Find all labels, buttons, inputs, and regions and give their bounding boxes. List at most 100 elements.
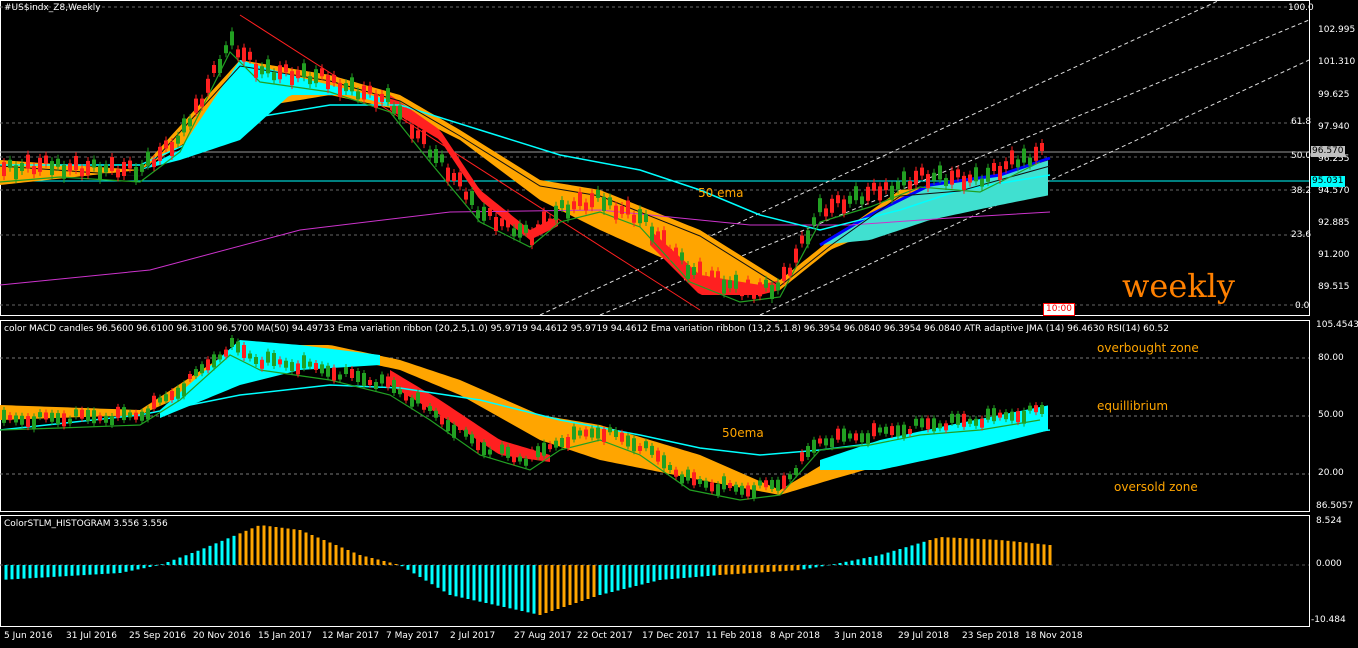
histogram-bar xyxy=(1048,545,1052,565)
rsi-candle xyxy=(1004,412,1008,420)
candle xyxy=(806,230,810,245)
rsi-candle xyxy=(374,382,378,389)
histogram-bar xyxy=(400,565,404,567)
rsi-candle xyxy=(740,485,744,495)
candle xyxy=(716,271,720,280)
oversold-zone-label: oversold zone xyxy=(1114,480,1198,494)
histogram-bar xyxy=(1006,540,1010,565)
rsi-candle xyxy=(176,387,180,399)
histogram-bar xyxy=(766,565,770,572)
histogram-bar xyxy=(442,565,446,592)
histogram-bar xyxy=(40,565,44,578)
candle xyxy=(524,224,528,233)
histogram-bar xyxy=(406,565,410,570)
histogram-bar xyxy=(610,565,614,592)
candle xyxy=(206,78,210,93)
rsi-candle xyxy=(728,483,732,488)
rsi-candle xyxy=(386,376,390,388)
histogram-bar xyxy=(934,538,938,565)
histogram-bar xyxy=(820,565,824,567)
rsi-candle xyxy=(206,359,210,371)
ema50-line xyxy=(0,104,1051,231)
candle xyxy=(320,68,324,77)
candle xyxy=(182,118,186,133)
fib-label: 0.0 xyxy=(1295,301,1310,311)
candle xyxy=(950,170,954,185)
bid-price-tag: 96.570 xyxy=(1311,146,1345,157)
atr-jma-line xyxy=(0,50,1041,303)
candle xyxy=(470,191,474,205)
candle xyxy=(194,98,198,113)
histogram-bar xyxy=(634,565,638,586)
rsi-candle xyxy=(608,427,612,433)
histogram-bar xyxy=(892,550,896,565)
rsi-ema-annotation: 50ema xyxy=(722,426,764,440)
timeframe-annotation: weekly xyxy=(1122,267,1235,305)
candle xyxy=(164,140,168,149)
rsi-candle xyxy=(452,424,456,438)
histogram-bar xyxy=(22,565,26,579)
rsi-candle xyxy=(164,394,168,402)
time-label: 15 Jan 2017 xyxy=(258,631,312,641)
histogram-bar xyxy=(658,565,662,580)
candle xyxy=(350,77,354,92)
rsi-candle xyxy=(752,485,756,499)
candle xyxy=(608,197,612,206)
rsi-candle xyxy=(674,469,678,477)
candle xyxy=(542,211,546,226)
candle xyxy=(884,182,888,191)
candle xyxy=(332,74,336,83)
rsi-candle xyxy=(140,411,144,421)
candle xyxy=(218,59,222,73)
rsi-candle xyxy=(818,438,822,444)
histogram-bar xyxy=(370,558,374,565)
candle xyxy=(38,157,42,172)
price-label: 96.255 xyxy=(1318,154,1350,164)
histogram-bar xyxy=(70,565,74,576)
rsi-candle xyxy=(170,391,174,400)
histogram-bar xyxy=(574,565,578,603)
time-label: 12 Mar 2017 xyxy=(322,631,380,641)
time-label: 8 Apr 2018 xyxy=(770,631,820,641)
price-label: 94.570 xyxy=(1318,186,1350,196)
candle xyxy=(482,206,486,221)
candle xyxy=(176,135,180,144)
rsi-candle xyxy=(596,427,600,439)
rsi-candle xyxy=(572,426,576,440)
rsi-candle xyxy=(998,412,1002,418)
histogram-bar xyxy=(1018,542,1022,565)
candle xyxy=(224,45,228,54)
rsi-candle xyxy=(440,415,444,425)
histogram-bar xyxy=(1012,541,1016,565)
rsi-candle xyxy=(74,409,78,417)
rsi-candle xyxy=(68,418,72,424)
candle xyxy=(248,51,252,60)
candle xyxy=(188,118,192,127)
candle xyxy=(374,93,378,108)
histogram-bar xyxy=(310,535,314,565)
rsi-candle xyxy=(368,380,372,385)
fib-label: 23.6 xyxy=(1291,230,1312,240)
candle xyxy=(992,163,996,171)
overbought-zone-label: overbought zone xyxy=(1097,341,1199,355)
histogram-bar xyxy=(760,565,764,573)
main-panel-border xyxy=(0,0,1310,316)
rsi-candle xyxy=(980,418,984,428)
histogram-bar xyxy=(952,537,956,565)
histogram-bar xyxy=(166,562,170,565)
candle xyxy=(80,168,84,177)
rsi-candle xyxy=(236,341,240,353)
histogram-bar xyxy=(52,565,56,577)
histogram-bar xyxy=(910,545,914,565)
rsi-candle xyxy=(200,364,204,374)
histogram-bar xyxy=(808,565,812,569)
histogram-bar xyxy=(376,559,380,565)
candle xyxy=(68,163,72,172)
histogram-bar xyxy=(184,555,188,565)
candle xyxy=(326,75,330,90)
candle xyxy=(368,85,372,94)
candle xyxy=(140,163,144,172)
histogram-bar xyxy=(100,565,104,575)
candle xyxy=(722,279,726,294)
